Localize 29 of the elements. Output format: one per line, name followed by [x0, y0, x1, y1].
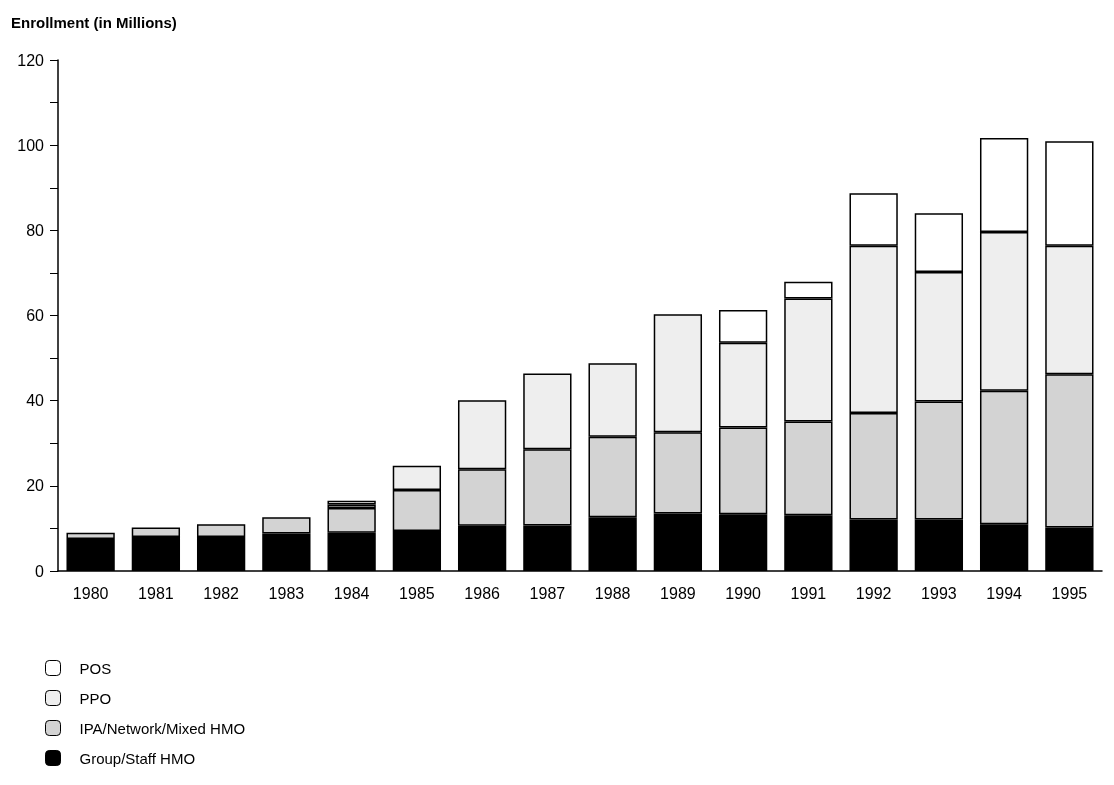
x-tick-label: 1985	[399, 584, 435, 602]
y-tick-label: 120	[17, 51, 45, 69]
legend-label: Group/Staff HMO	[79, 749, 196, 767]
legend-label: POS	[79, 659, 112, 677]
y-tick-label: 80	[26, 221, 45, 239]
y-tick-label: 0	[35, 562, 45, 580]
x-tick-label: 1980	[72, 584, 109, 602]
x-tick-label: 1981	[138, 584, 174, 602]
x-tick-label: 1982	[203, 584, 240, 602]
x-tick-label: 1994	[986, 584, 1023, 602]
x-tick-label: 1989	[660, 584, 696, 602]
x-tick-label: 1990	[725, 584, 762, 602]
x-tick-label: 1993	[921, 584, 957, 602]
legend-label: PPO	[79, 689, 112, 707]
x-tick-label: 1986	[464, 584, 501, 602]
x-tick-label: 1988	[594, 584, 631, 602]
x-tick-label: 1983	[268, 584, 305, 602]
x-tick-label: 1987	[529, 584, 566, 602]
legend-label: IPA/Network/Mixed HMO	[79, 719, 246, 737]
x-tick-label: 1995	[1051, 584, 1088, 602]
y-tick-label: 60	[26, 307, 45, 324]
y-tick-label: 20	[26, 477, 45, 495]
y-tick-label: 100	[17, 136, 45, 154]
bar	[327, 500, 376, 505]
y-tick-label: 40	[26, 392, 45, 410]
x-tick-label: 1984	[333, 584, 370, 602]
x-tick-label: 1992	[855, 584, 892, 602]
y-axis-title: Enrollment (in Millions)	[11, 14, 177, 31]
x-tick-label: 1991	[790, 584, 827, 602]
